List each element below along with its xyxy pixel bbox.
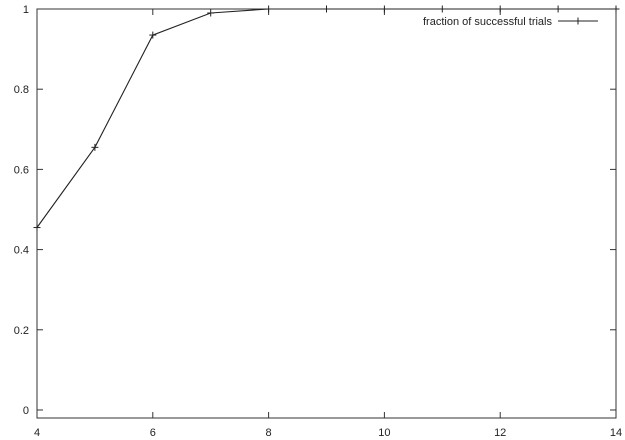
series-layer: [33, 5, 620, 232]
y-tick-label: 0: [23, 405, 29, 417]
x-tick-label: 12: [494, 427, 506, 439]
legend: fraction of successful trials: [423, 16, 598, 28]
data-point: [265, 5, 273, 13]
y-tick-label: 1: [23, 4, 29, 16]
data-point: [438, 5, 446, 13]
x-tick-label: 10: [378, 427, 390, 439]
y-tick-label: 0.8: [14, 84, 29, 96]
x-tick-label: 4: [34, 427, 40, 439]
data-point: [554, 5, 562, 13]
series-line: [36, 8, 616, 228]
data-point: [91, 143, 99, 151]
data-point: [612, 5, 620, 13]
legend-label: fraction of successful trials: [423, 16, 552, 28]
data-point: [33, 224, 41, 232]
y-tick-label: 0.4: [14, 245, 29, 257]
x-tick-label: 14: [610, 427, 622, 439]
data-point: [149, 31, 157, 39]
data-point: [496, 5, 504, 13]
axes: 4 6 8 10 12 14 0 0.2 0.4 0.6 0.8 1: [14, 4, 622, 439]
data-point: [380, 5, 388, 13]
plot-frame: [36, 8, 617, 419]
y-tick-label: 0.2: [14, 325, 29, 337]
data-point: [323, 5, 330, 13]
plot-area: [36, 8, 617, 419]
x-tick-label: 6: [150, 427, 156, 439]
data-point: [207, 9, 215, 17]
y-tick-label: 0.6: [14, 164, 29, 176]
x-tick-label: 8: [266, 427, 272, 439]
